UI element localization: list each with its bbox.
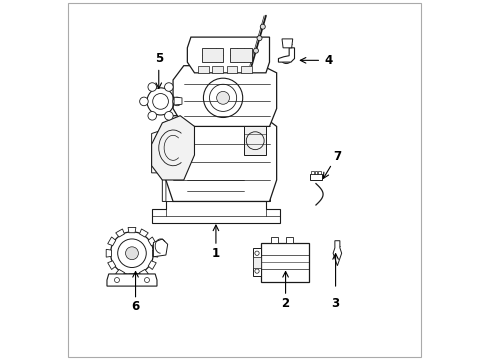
Polygon shape [198,66,208,73]
Polygon shape [260,243,308,282]
Polygon shape [253,257,260,267]
Polygon shape [128,274,136,279]
Polygon shape [151,116,194,180]
Polygon shape [244,126,265,155]
Circle shape [164,112,173,120]
Polygon shape [116,229,124,237]
Polygon shape [148,261,156,270]
Polygon shape [139,229,148,237]
Text: 4: 4 [324,54,332,67]
Text: 2: 2 [281,297,289,310]
Polygon shape [151,126,173,173]
Polygon shape [153,239,167,257]
Circle shape [110,232,153,275]
Polygon shape [230,48,251,62]
Polygon shape [152,249,158,257]
Circle shape [140,97,148,106]
Polygon shape [139,269,148,278]
Text: 5: 5 [154,52,163,65]
Polygon shape [173,66,276,126]
Polygon shape [309,174,322,180]
Polygon shape [165,158,183,202]
Text: 7: 7 [333,150,341,163]
Circle shape [260,24,265,29]
Polygon shape [128,228,136,233]
Polygon shape [106,249,111,257]
Polygon shape [271,237,278,243]
Text: 1: 1 [211,247,220,260]
Polygon shape [174,97,182,105]
Text: 6: 6 [131,300,140,313]
Circle shape [216,91,229,104]
Polygon shape [244,173,269,202]
Polygon shape [165,116,276,202]
Polygon shape [241,66,251,73]
Polygon shape [317,171,320,174]
Polygon shape [201,48,223,62]
Polygon shape [107,237,116,246]
Polygon shape [162,152,187,202]
Circle shape [148,112,156,120]
Polygon shape [107,274,157,286]
Polygon shape [332,241,341,266]
Polygon shape [310,171,313,174]
Polygon shape [226,66,237,73]
Circle shape [253,48,258,53]
Circle shape [257,36,262,41]
Polygon shape [187,173,244,202]
Polygon shape [107,261,116,270]
Polygon shape [314,171,317,174]
Polygon shape [148,237,156,246]
Circle shape [173,97,181,106]
Polygon shape [282,39,292,48]
Circle shape [164,83,173,91]
Polygon shape [151,202,280,223]
Polygon shape [278,48,294,62]
Circle shape [125,247,138,260]
Polygon shape [187,37,269,73]
Polygon shape [253,248,260,276]
Circle shape [148,83,156,91]
Polygon shape [116,269,124,278]
Polygon shape [212,66,223,73]
Polygon shape [285,237,292,243]
Text: 3: 3 [331,297,339,310]
